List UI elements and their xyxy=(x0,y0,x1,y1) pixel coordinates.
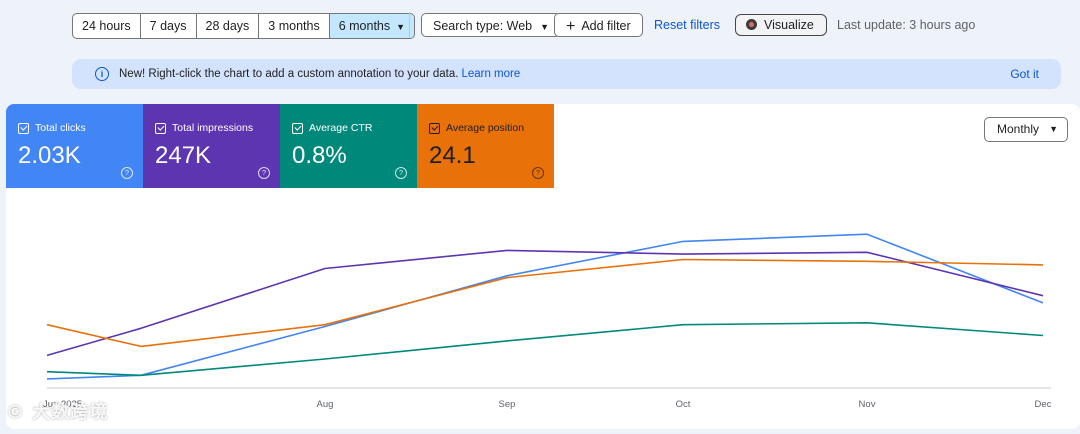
visualize-icon xyxy=(746,19,757,30)
series-line-average-ctr[interactable] xyxy=(46,322,1044,377)
toolbar: 24 hours 7 days 28 days 3 months 6 month… xyxy=(0,0,1080,50)
granularity-dropdown[interactable]: Monthly ▼ xyxy=(984,117,1068,142)
learn-more-link[interactable]: Learn more xyxy=(461,68,521,80)
date-range-selector: 24 hours 7 days 28 days 3 months 6 month… xyxy=(72,13,416,39)
x-tick-label: Oct xyxy=(676,399,691,410)
toolbar-divider xyxy=(409,12,410,38)
search-type-button[interactable]: Search type: Web ▼ xyxy=(421,13,562,37)
checkbox-icon[interactable] xyxy=(429,123,440,134)
help-icon[interactable]: ? xyxy=(532,167,544,179)
last-update-text: Last update: 3 hours ago xyxy=(837,18,976,32)
add-filter-label: Add filter xyxy=(581,19,631,33)
watermark-logo: ©︎ 大数跨境 xyxy=(6,402,109,423)
banner-message-text: New! Right-click the chart to add a cust… xyxy=(119,68,459,80)
help-icon[interactable]: ? xyxy=(395,167,407,179)
visualize-button[interactable]: Visualize xyxy=(735,14,827,36)
performance-line-chart[interactable]: Jun 2025 Aug Sep Oct Nov Dec xyxy=(6,104,1080,429)
range-24-hours[interactable]: 24 hours xyxy=(73,14,141,38)
metric-value: 0.8% xyxy=(292,142,347,169)
plus-icon: + xyxy=(566,18,576,35)
caret-down-icon: ▼ xyxy=(540,22,550,32)
metric-value: 24.1 xyxy=(429,142,476,169)
checkbox-icon[interactable] xyxy=(155,123,166,134)
checkbox-icon[interactable] xyxy=(18,123,29,134)
metric-card-total-clicks[interactable]: Total clicks 2.03K ? xyxy=(6,104,143,188)
metric-label: Total impressions xyxy=(172,122,254,134)
range-6-months[interactable]: 6 months ▼ xyxy=(329,14,415,38)
metric-label: Average CTR xyxy=(309,122,373,134)
got-it-button[interactable]: Got it xyxy=(1010,67,1039,81)
granularity-label: Monthly xyxy=(997,122,1040,136)
add-filter-button[interactable]: + Add filter xyxy=(554,13,643,37)
metric-label: Total clicks xyxy=(35,122,86,134)
visualize-label: Visualize xyxy=(764,18,814,32)
help-icon[interactable]: ? xyxy=(258,167,270,179)
series-line-total-impressions[interactable] xyxy=(46,249,1044,357)
x-tick-label: Aug xyxy=(317,399,334,410)
x-tick-label: Dec xyxy=(1035,399,1052,410)
metric-card-average-position[interactable]: Average position 24.1 ? xyxy=(417,104,554,188)
help-icon[interactable]: ? xyxy=(121,167,133,179)
reset-filters-button[interactable]: Reset filters xyxy=(654,18,720,32)
metric-card-average-ctr[interactable]: Average CTR 0.8% ? xyxy=(280,104,417,188)
x-tick-label: Jun 2025 xyxy=(43,399,82,410)
range-3-months[interactable]: 3 months xyxy=(259,14,330,38)
caret-down-icon: ▼ xyxy=(1049,124,1058,134)
x-tick-label: Sep xyxy=(499,399,516,410)
range-6-months-label: 6 months xyxy=(338,19,391,33)
range-28-days[interactable]: 28 days xyxy=(197,14,260,38)
metric-label: Average position xyxy=(446,122,525,134)
x-tick-label: Nov xyxy=(859,399,876,410)
info-icon: i xyxy=(95,67,109,81)
banner-message: New! Right-click the chart to add a cust… xyxy=(119,59,520,89)
range-7-days[interactable]: 7 days xyxy=(141,14,197,38)
caret-down-icon: ▼ xyxy=(396,22,406,32)
search-type-label: Search type: Web xyxy=(433,19,533,33)
metric-value: 247K xyxy=(155,142,212,169)
series-line-average-position[interactable] xyxy=(46,258,1044,348)
metric-card-total-impressions[interactable]: Total impressions 247K ? xyxy=(143,104,280,188)
checkbox-icon[interactable] xyxy=(292,123,303,134)
metric-value: 2.03K xyxy=(18,142,81,169)
annotation-banner: i New! Right-click the chart to add a cu… xyxy=(72,59,1061,89)
series-line-total-clicks[interactable] xyxy=(46,233,1044,380)
performance-panel: Total clicks 2.03K ? Total impressions 2… xyxy=(6,104,1080,429)
